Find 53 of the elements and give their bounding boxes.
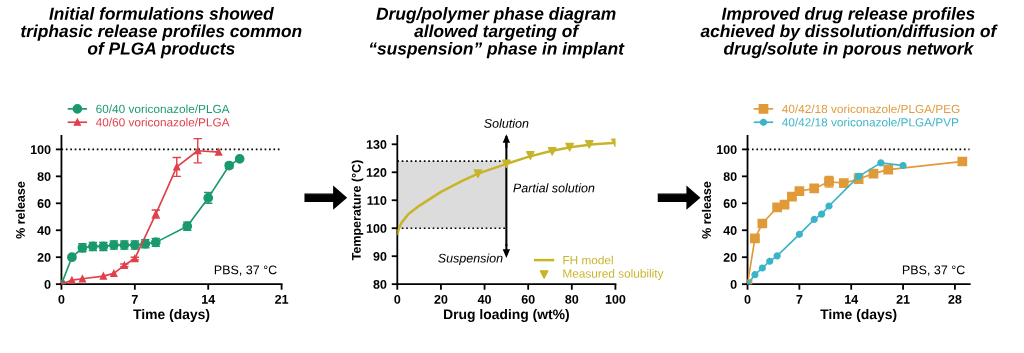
y-tick-label: 80 <box>37 172 51 181</box>
legend-label: 60/40 voriconazole/PLGA <box>96 104 230 114</box>
x-tick-label: 60 <box>521 294 535 304</box>
chart-title: Drug/polymer phase diagram allowed targeting of “suspension” phase in implant <box>369 7 625 59</box>
y-tick-label: 100 <box>717 145 737 155</box>
chart-title: Initial formulations showed triphasic release profiles common of PLGA products <box>21 7 302 59</box>
annotation: PBS, 37 °C <box>214 265 277 276</box>
y-tick-label: 130 <box>366 140 387 149</box>
annotation: PBS, 37 °C <box>902 265 965 276</box>
y-axis-title: Temperature (°C) <box>351 160 364 261</box>
y-tick-label: 100 <box>366 224 387 233</box>
x-tick-label: 14 <box>202 295 216 304</box>
y-tick-label: 120 <box>366 168 387 177</box>
y-tick-label: 40 <box>37 226 51 235</box>
y-tick-label: 80 <box>373 279 387 289</box>
x-tick-label: 0 <box>744 294 751 304</box>
legend-label: 40/60 voriconazole/PLGA <box>95 117 230 127</box>
text: Solution <box>484 118 529 128</box>
y-tick-label: 60 <box>37 199 51 208</box>
y-axis-title: % release <box>701 181 711 239</box>
chart-title: Improved drug release profiles achieved by dissolution/diffusion of drug/solute in porous network <box>700 7 998 59</box>
y-tick-label: 60 <box>723 199 737 208</box>
x-tick-label: 80 <box>565 294 579 304</box>
y-tick-label: 0 <box>44 279 51 289</box>
x-tick-label: 14 <box>845 295 859 304</box>
y-tick-label: 20 <box>723 253 737 262</box>
legend-label: 40/42/18 voriconazole/PLGA/PEG <box>782 104 960 114</box>
x-tick-label: 21 <box>896 294 910 304</box>
x-tick-label: 21 <box>275 294 289 304</box>
x-axis-title: Time (days) <box>133 309 210 322</box>
legend-label: Measured solubility <box>563 269 664 281</box>
y-tick-label: 80 <box>723 172 737 181</box>
y-tick-label: 0 <box>730 279 737 289</box>
x-tick-label: 0 <box>58 294 65 304</box>
annotation: Partial solution <box>513 183 595 193</box>
legend-label: 40/42/18 voriconazole/PLGA/PVP <box>782 117 959 127</box>
y-tick-label: 110 <box>367 196 387 205</box>
y-axis-title: % release <box>15 181 25 239</box>
legend-label: FH model <box>563 255 613 265</box>
x-tick-label: 7 <box>796 295 803 304</box>
y-tick-label: 40 <box>723 226 737 235</box>
x-axis-title: Drug loading (wt%) <box>444 309 569 323</box>
x-tick-label: 20 <box>434 294 448 304</box>
x-tick-label: 40 <box>477 294 491 304</box>
x-axis-title: Time (days) <box>820 309 897 322</box>
x-tick-label: 100 <box>605 294 626 304</box>
y-tick-label: 90 <box>373 251 387 261</box>
x-tick-label: 7 <box>131 295 138 304</box>
annotation: Suspension <box>438 253 503 266</box>
y-tick-label: 20 <box>37 253 51 262</box>
x-tick-label: 28 <box>948 294 962 304</box>
y-tick-label: 100 <box>30 145 51 155</box>
x-tick-label: 0 <box>394 294 401 304</box>
